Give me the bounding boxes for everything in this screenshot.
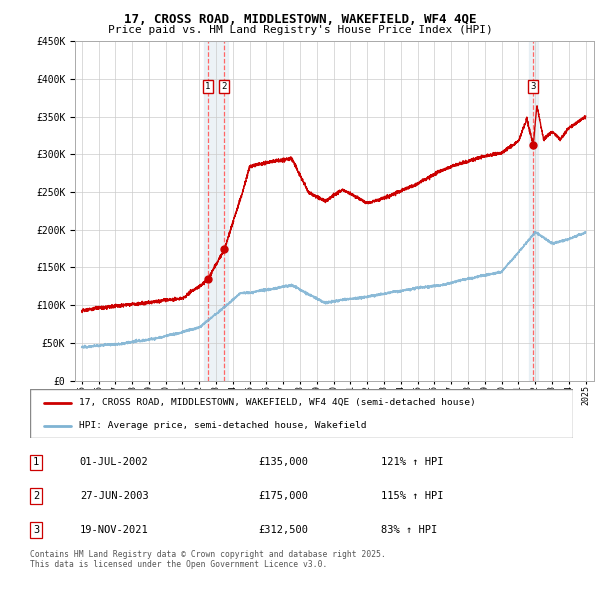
Text: 115% ↑ HPI: 115% ↑ HPI [381,491,443,501]
Text: 01-JUL-2002: 01-JUL-2002 [80,457,149,467]
Text: 3: 3 [530,82,536,91]
Text: 2: 2 [33,491,40,501]
Bar [529,41,538,381]
Text: £135,000: £135,000 [259,457,308,467]
Text: 17, CROSS ROAD, MIDDLESTOWN, WAKEFIELD, WF4 4QE (semi-detached house): 17, CROSS ROAD, MIDDLESTOWN, WAKEFIELD, … [79,398,476,408]
Text: 17, CROSS ROAD, MIDDLESTOWN, WAKEFIELD, WF4 4QE: 17, CROSS ROAD, MIDDLESTOWN, WAKEFIELD, … [124,13,476,26]
Text: 2: 2 [221,82,227,91]
FancyBboxPatch shape [30,389,573,438]
Bar [205,41,228,381]
Text: 3: 3 [33,525,40,535]
Text: Price paid vs. HM Land Registry's House Price Index (HPI): Price paid vs. HM Land Registry's House … [107,25,493,35]
Text: 19-NOV-2021: 19-NOV-2021 [80,525,149,535]
Text: £312,500: £312,500 [259,525,308,535]
Text: 1: 1 [33,457,40,467]
Text: 1: 1 [205,82,211,91]
Text: 121% ↑ HPI: 121% ↑ HPI [381,457,443,467]
Text: HPI: Average price, semi-detached house, Wakefield: HPI: Average price, semi-detached house,… [79,421,367,430]
Text: Contains HM Land Registry data © Crown copyright and database right 2025.
This d: Contains HM Land Registry data © Crown c… [30,550,386,569]
Text: 83% ↑ HPI: 83% ↑ HPI [381,525,437,535]
Text: £175,000: £175,000 [259,491,308,501]
Text: 27-JUN-2003: 27-JUN-2003 [80,491,149,501]
